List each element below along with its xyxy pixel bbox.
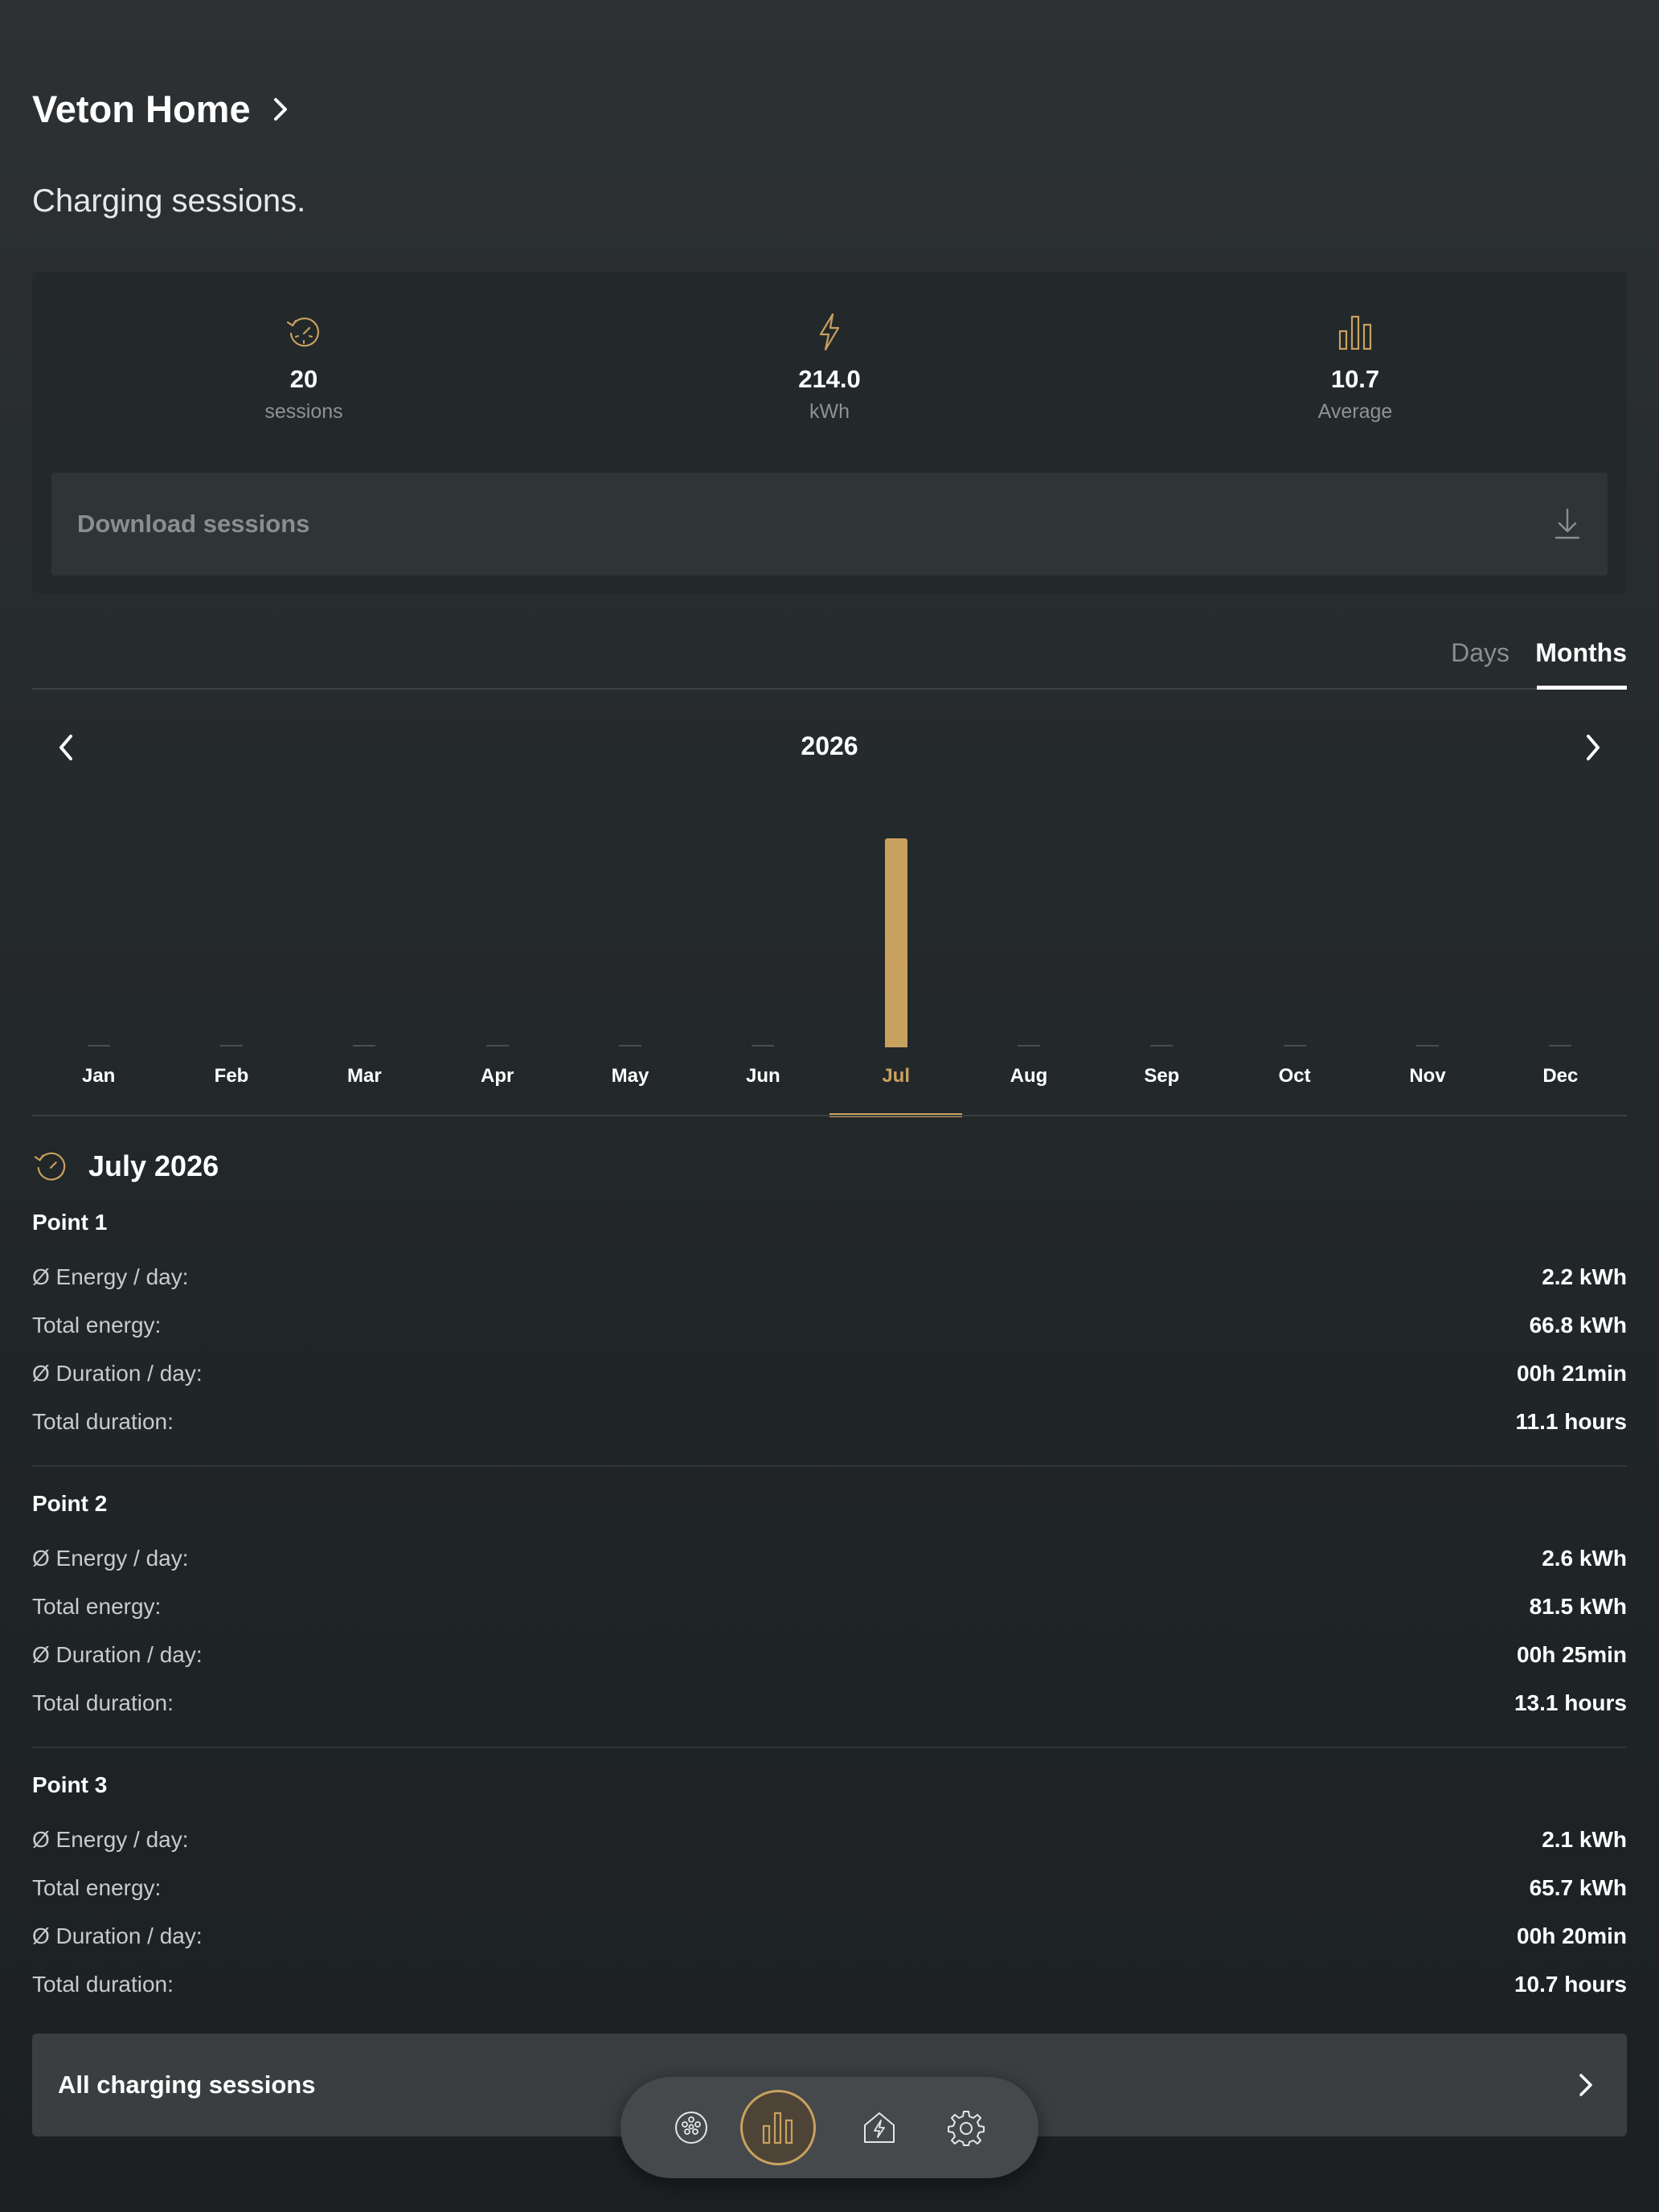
tab-days[interactable]: Days [1451, 638, 1509, 667]
metric-value: 10.7 hours [1514, 1972, 1627, 1997]
chart-axis-line [32, 1115, 1627, 1116]
month-label-apr[interactable]: Apr [480, 1065, 514, 1087]
bottom-navigation [621, 2077, 1038, 2178]
page-subtitle: Charging sessions. [32, 183, 306, 219]
chart-bar-jun[interactable] [752, 1045, 775, 1047]
chart-bar-mar[interactable] [353, 1045, 376, 1047]
metric-value: 00h 25min [1517, 1642, 1627, 1667]
metric-label: Total duration: [32, 1690, 174, 1715]
month-label-jul[interactable]: Jul [882, 1065, 910, 1087]
month-label-feb[interactable]: Feb [214, 1065, 249, 1087]
chart-bar-feb[interactable] [220, 1045, 243, 1047]
chart-bar-may[interactable] [619, 1045, 641, 1047]
average-unit: Average [1317, 400, 1393, 423]
month-label-oct[interactable]: Oct [1278, 1065, 1311, 1087]
metric-label: Total energy: [32, 1313, 162, 1337]
chart-bar-sep[interactable] [1150, 1045, 1174, 1047]
month-label-jan[interactable]: Jan [81, 1065, 116, 1087]
chart-bar-dec[interactable] [1549, 1045, 1572, 1047]
chevron-right-icon [1587, 735, 1600, 760]
metric-value: 00h 21min [1517, 1361, 1627, 1386]
metric-value: 2.6 kWh [1542, 1546, 1627, 1571]
metric-value: 2.2 kWh [1542, 1264, 1627, 1289]
location-title: Veton Home [32, 88, 251, 130]
previous-year-button[interactable] [50, 730, 82, 765]
tab-months[interactable]: Months [1535, 638, 1627, 667]
month-detail-heading: July 2026 [32, 1148, 219, 1185]
sessions-unit: sessions [264, 400, 343, 423]
bar-chart-icon [1337, 312, 1373, 352]
nav-energy[interactable] [844, 2092, 915, 2163]
month-label-mar[interactable]: Mar [346, 1065, 382, 1087]
active-tab-indicator [1537, 686, 1627, 690]
settings-gear-icon [948, 2111, 985, 2146]
energy-total: 214.0 [798, 365, 861, 393]
metric-label: Ø Duration / day: [32, 1642, 203, 1667]
metric-label: Total energy: [32, 1594, 162, 1619]
month-label-aug[interactable]: Aug [1010, 1065, 1048, 1087]
point-divider [32, 1465, 1627, 1469]
metric-value: 65.7 kWh [1529, 1875, 1627, 1900]
month-label-dec[interactable]: Dec [1542, 1065, 1579, 1087]
energy-unit: kWh [809, 400, 850, 423]
metric-value: 11.1 hours [1515, 1409, 1627, 1434]
chart-bar-jan[interactable] [87, 1045, 110, 1047]
download-sessions-label: Download sessions [77, 510, 310, 538]
metric-label: Ø Duration / day: [32, 1361, 203, 1386]
point-title: Point 1 [32, 1210, 108, 1235]
metric-label: Ø Duration / day: [32, 1923, 203, 1948]
charger-plug-icon [675, 2112, 707, 2144]
chart-bar-aug[interactable] [1018, 1045, 1040, 1047]
statistics-icon [762, 2112, 793, 2144]
chevron-right-icon [1579, 2074, 1592, 2096]
nav-settings[interactable] [931, 2092, 1002, 2163]
nav-charger[interactable] [656, 2092, 727, 2163]
chart-bar-nov[interactable] [1416, 1045, 1439, 1047]
metric-value: 81.5 kWh [1529, 1594, 1627, 1619]
month-label-nov[interactable]: Nov [1409, 1065, 1446, 1087]
chart-bar-oct[interactable] [1283, 1045, 1306, 1047]
metric-label: Ø Energy / day: [32, 1546, 189, 1571]
lightning-icon [813, 312, 846, 352]
metric-label: Total duration: [32, 1409, 174, 1434]
stat-sessions: 20 sessions [143, 312, 465, 424]
stat-average: 10.7 Average [1194, 312, 1516, 424]
month-label-may[interactable]: May [611, 1065, 649, 1087]
location-title-button[interactable]: Veton Home [32, 87, 293, 131]
metric-label: Total energy: [32, 1875, 162, 1900]
download-sessions-button[interactable]: Download sessions [51, 473, 1608, 576]
period-tabs: Days Months [32, 627, 1627, 690]
metric-value: 00h 20min [1517, 1923, 1627, 1948]
point-divider [32, 1747, 1627, 1750]
chart-bar-apr[interactable] [485, 1045, 509, 1047]
metric-value: 13.1 hours [1514, 1690, 1627, 1715]
average-value: 10.7 [1330, 365, 1380, 393]
point-title: Point 3 [32, 1772, 108, 1797]
metric-value: 2.1 kWh [1542, 1827, 1627, 1852]
nav-statistics[interactable] [740, 2090, 816, 2165]
all-charging-sessions-label: All charging sessions [58, 2071, 316, 2099]
month-label-sep[interactable]: Sep [1144, 1065, 1180, 1087]
sessions-count: 20 [289, 365, 318, 393]
metric-label: Total duration: [32, 1972, 174, 1997]
chevron-left-icon [59, 735, 72, 760]
metric-label: Ø Energy / day: [32, 1827, 189, 1852]
month-label-jun[interactable]: Jun [745, 1065, 780, 1087]
next-year-button[interactable] [1577, 730, 1609, 765]
chevron-right-icon [273, 97, 287, 121]
point-title: Point 2 [32, 1491, 108, 1516]
download-icon [1555, 508, 1580, 539]
history-icon [285, 312, 323, 352]
stats-card: 20 sessions 214.0 kWh 10.7 Average Downl… [32, 272, 1627, 593]
stat-energy: 214.0 kWh [669, 312, 990, 424]
metric-value: 66.8 kWh [1529, 1313, 1627, 1337]
energy-house-icon [864, 2112, 895, 2143]
chart-bar-jul[interactable] [884, 838, 907, 1047]
month-detail-title: July 2026 [88, 1149, 219, 1182]
year-label: 2026 [801, 731, 858, 760]
metric-label: Ø Energy / day: [32, 1264, 189, 1289]
history-icon [34, 1152, 66, 1181]
